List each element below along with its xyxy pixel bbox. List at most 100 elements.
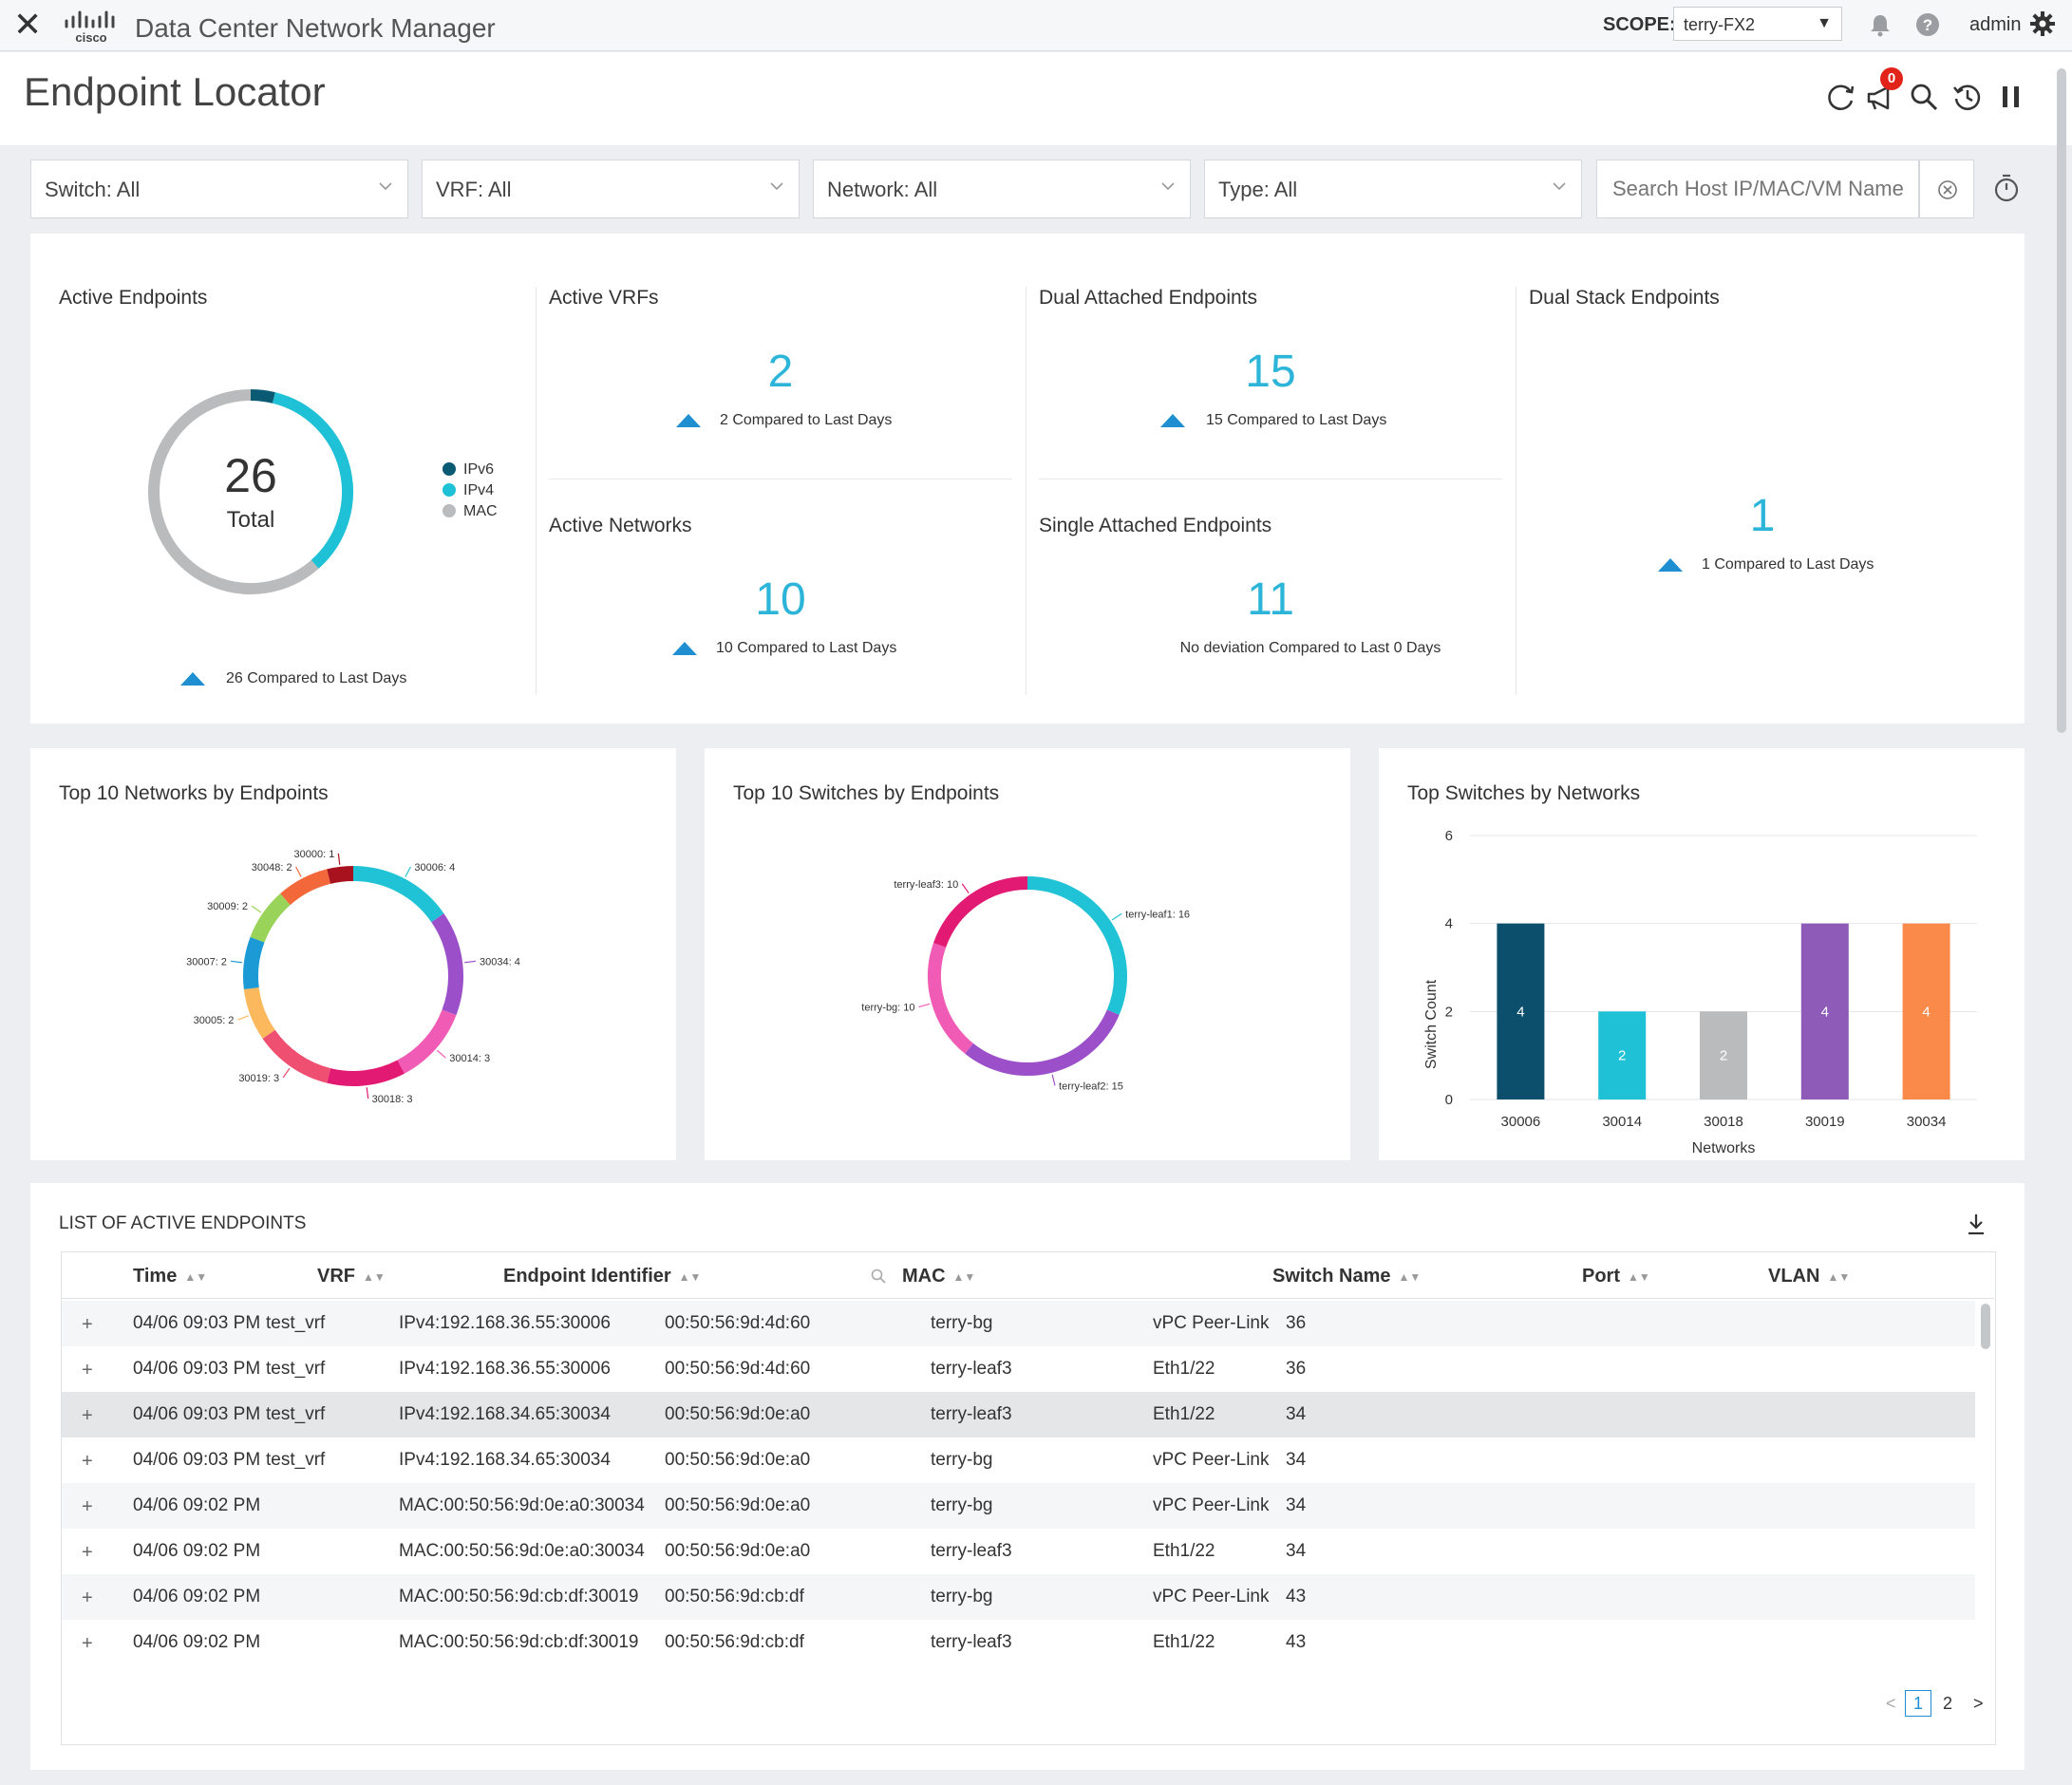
- column-header-time[interactable]: Time ▲▼: [133, 1266, 208, 1287]
- donut-slice[interactable]: [1027, 876, 1127, 1015]
- vrf-filter[interactable]: VRF: All: [422, 160, 800, 218]
- up-triangle-icon: [1658, 558, 1683, 572]
- history-icon[interactable]: [1950, 80, 1985, 114]
- up-triangle-icon: [672, 642, 697, 655]
- scope-select[interactable]: terry-FX2 ▼: [1673, 7, 1842, 41]
- table-row[interactable]: +04/06 09:02 PM MAC:00:50:56:9d:cb:df:300…: [61, 1620, 1975, 1665]
- expand-row-icon[interactable]: +: [82, 1588, 93, 1608]
- y-tick-label: 2: [1445, 1004, 1453, 1020]
- prev-page-button[interactable]: <: [1886, 1694, 1896, 1713]
- up-triangle-icon: [1160, 414, 1185, 427]
- download-icon[interactable]: [1964, 1212, 1988, 1236]
- scope-value: terry-FX2: [1684, 15, 1756, 34]
- donut-slice[interactable]: [327, 866, 354, 884]
- column-search-icon[interactable]: [870, 1268, 887, 1285]
- bar[interactable]: [1700, 1011, 1747, 1099]
- column-header-mac[interactable]: MAC ▲▼: [902, 1266, 976, 1287]
- switch-filter[interactable]: Switch: All: [30, 160, 408, 218]
- column-header-switch-name[interactable]: Switch Name ▲▼: [1272, 1266, 1422, 1287]
- cell-switch-name: terry-bg: [931, 1313, 993, 1333]
- pause-icon[interactable]: [1994, 80, 2028, 114]
- table-scrollbar[interactable]: [1981, 1304, 1990, 1349]
- type-filter-label: Type: All: [1218, 178, 1298, 201]
- search-icon[interactable]: [1907, 80, 1941, 114]
- column-header-endpoint-identifier[interactable]: Endpoint Identifier ▲▼: [503, 1266, 702, 1287]
- table-row[interactable]: +04/06 09:03 PM test_vrf IPv4:192.168.34.6…: [61, 1437, 1975, 1483]
- network-filter[interactable]: Network: All: [813, 160, 1191, 218]
- donut-slice[interactable]: [148, 389, 319, 594]
- dual-attached-compare: 15 Compared to Last Days: [1206, 412, 1387, 428]
- column-header-vrf[interactable]: VRF ▲▼: [317, 1266, 386, 1287]
- bar[interactable]: [1800, 923, 1849, 1099]
- type-filter[interactable]: Type: All: [1204, 160, 1582, 218]
- donut-slice[interactable]: [272, 392, 353, 569]
- next-page-button[interactable]: >: [1973, 1694, 1984, 1713]
- close-icon[interactable]: ✕: [13, 5, 43, 44]
- donut-slice[interactable]: [431, 913, 463, 1016]
- table-row[interactable]: +04/06 09:03 PM test_vrf IPv4:192.168.34.6…: [61, 1392, 1975, 1437]
- donut-slice[interactable]: [250, 893, 291, 943]
- donut-slice[interactable]: [965, 1009, 1120, 1076]
- donut-slice[interactable]: [397, 1009, 457, 1074]
- cell-vrf: test_vrf: [266, 1450, 326, 1470]
- page-2-button[interactable]: 2: [1943, 1694, 1953, 1713]
- slice-label-leader: [282, 1067, 291, 1079]
- page-title: Endpoint Locator: [24, 69, 326, 114]
- table-row[interactable]: +04/06 09:02 PM MAC:00:50:56:9d:0e:a0:300…: [61, 1529, 1975, 1574]
- table-row[interactable]: +04/06 09:03 PM test_vrf IPv4:192.168.36.5…: [61, 1301, 1975, 1346]
- cell-vlan: 43: [1286, 1587, 1307, 1606]
- user-name[interactable]: admin: [1969, 14, 2022, 35]
- bar-chart-title: Top Switches by Networks: [1407, 782, 1641, 804]
- gear-icon[interactable]: [2028, 9, 2057, 38]
- cell-vrf: test_vrf: [266, 1404, 326, 1424]
- megaphone-icon[interactable]: [1863, 80, 1897, 114]
- donut-slice[interactable]: [262, 1029, 331, 1083]
- svg-text:?: ?: [1923, 16, 1932, 34]
- single-attached-compare: No deviation Compared to Last 0 Days: [1179, 640, 1441, 656]
- cell-vrf: test_vrf: [266, 1359, 326, 1379]
- bar[interactable]: [1598, 1011, 1647, 1099]
- svg-text:cisco: cisco: [75, 30, 106, 45]
- expand-row-icon[interactable]: +: [82, 1451, 93, 1472]
- up-triangle-icon: [676, 414, 701, 427]
- expand-row-icon[interactable]: +: [82, 1405, 93, 1426]
- timer-icon[interactable]: [1989, 171, 2024, 205]
- bar[interactable]: [1902, 923, 1950, 1099]
- active-vrfs-title: Active VRFs: [549, 287, 659, 309]
- x-tick-label: 30034: [1907, 1114, 1947, 1130]
- column-header-port[interactable]: Port ▲▼: [1582, 1266, 1650, 1287]
- table-row[interactable]: +04/06 09:02 PM MAC:00:50:56:9d:cb:df:300…: [61, 1574, 1975, 1620]
- table-row[interactable]: +04/06 09:03 PM test_vrf IPv4:192.168.36.5…: [61, 1346, 1975, 1392]
- expand-row-icon[interactable]: +: [82, 1633, 93, 1654]
- donut-slice[interactable]: [327, 1060, 405, 1086]
- table-row[interactable]: +04/06 09:02 PM MAC:00:50:56:9d:0e:a0:300…: [61, 1483, 1975, 1529]
- expand-row-icon[interactable]: +: [82, 1360, 93, 1381]
- donut-slice[interactable]: [928, 943, 974, 1054]
- bar[interactable]: [1497, 923, 1545, 1099]
- cell-vlan: 36: [1286, 1313, 1307, 1333]
- donut-slice[interactable]: [280, 869, 331, 906]
- cell-switch-name: terry-leaf3: [931, 1404, 1012, 1424]
- divider: [1026, 287, 1027, 695]
- donut-slice[interactable]: [932, 876, 1028, 948]
- page-1-button[interactable]: 1: [1905, 1690, 1931, 1717]
- help-icon[interactable]: ?: [1914, 11, 1941, 38]
- donut-slice[interactable]: [250, 389, 275, 404]
- expand-row-icon[interactable]: +: [82, 1542, 93, 1563]
- cell-endpoint-identifier: IPv4:192.168.36.55:30006: [399, 1313, 611, 1333]
- column-header-vlan[interactable]: VLAN ▲▼: [1768, 1266, 1851, 1287]
- expand-row-icon[interactable]: +: [82, 1314, 93, 1335]
- donut-slice[interactable]: [352, 866, 444, 923]
- donut-slice[interactable]: [243, 986, 275, 1039]
- top-bar: ✕ cisco Data Center Network Manager SCOP…: [0, 0, 2072, 51]
- dual-stack-value: 1: [1749, 491, 1776, 541]
- refresh-icon[interactable]: [1823, 80, 1857, 114]
- donut-slice[interactable]: [243, 936, 265, 989]
- clear-search-button[interactable]: [1919, 160, 1974, 218]
- bell-icon[interactable]: [1867, 11, 1893, 38]
- page-scrollbar[interactable]: [2057, 68, 2066, 733]
- x-tick-label: 30014: [1602, 1114, 1642, 1130]
- expand-row-icon[interactable]: +: [82, 1496, 93, 1517]
- active-networks-value: 10: [755, 574, 806, 625]
- host-search-input[interactable]: [1596, 160, 1919, 218]
